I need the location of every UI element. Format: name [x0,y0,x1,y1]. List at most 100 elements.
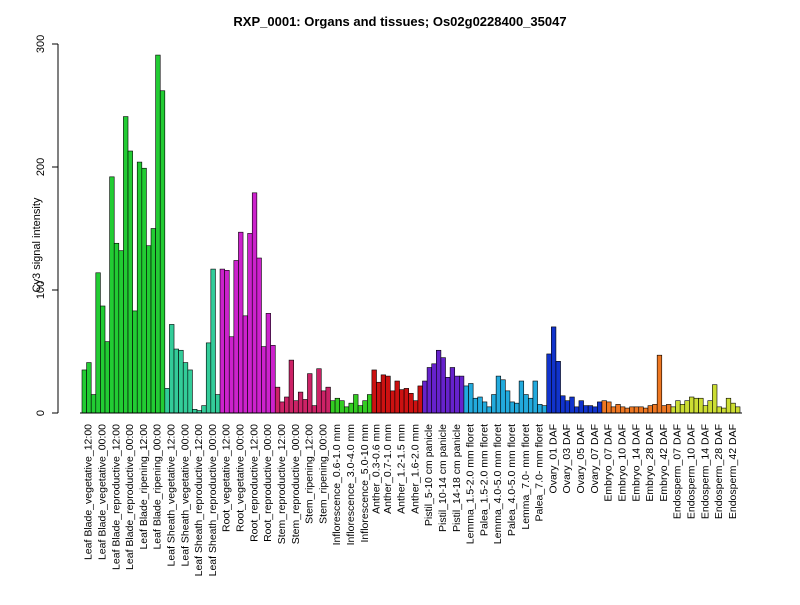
x-tick-label: Stem_ripening_00:00 [317,424,329,524]
bar [698,397,704,414]
bar [721,407,727,414]
bar [633,406,640,414]
bar [693,397,699,414]
bar [219,268,225,414]
bar [288,359,294,414]
bar [320,390,327,414]
bar [601,400,607,414]
bar [136,161,143,414]
bar [242,315,248,414]
x-tick-label: Stem_reproductive_00:00 [290,424,302,544]
bar [684,400,690,414]
bar [592,406,598,414]
bar [610,406,617,414]
bar [164,388,170,414]
x-tick-label: Leaf Blade_reproductive_00:00 [124,424,136,570]
x-tick-label: Endosperm_14 DAF [699,424,711,519]
bar [528,397,534,414]
x-tick-label: Ovary_01 DAF [547,424,559,493]
bar [182,362,189,414]
bar [725,397,732,414]
bar [555,361,561,414]
y-tick-label: 300 [35,35,47,53]
bar [426,367,433,414]
bar [546,353,552,414]
bar [113,242,120,414]
x-tick-label: Anther_1.6-2.0 mm [409,424,421,514]
bar [307,373,313,414]
bar [620,406,626,414]
bar [509,401,515,414]
x-tick-label: Ovary_05 DAF [575,424,587,493]
bar [205,342,212,414]
x-tick-label: Embryo_14 DAF [630,424,642,502]
bar [210,268,216,414]
x-tick-label: Root_vegetative_00:00 [235,424,247,532]
bar [224,270,230,414]
bar [436,349,442,414]
x-tick-label: Lemma_4.0-5.0 mm floret [492,424,504,544]
x-tick-label: Root_reproductive_12:00 [248,424,260,542]
bar [169,324,175,414]
x-tick-label: Stem_ripening_12:00 [304,424,316,524]
bar [247,233,253,414]
x-tick-label: Pistil_5-10 cm panicle [423,424,435,526]
bar [587,405,594,414]
bar [463,385,469,414]
bar [118,250,124,414]
bar [155,54,161,414]
bar [150,228,156,414]
bar [629,406,635,414]
bar [297,391,304,414]
bar [399,389,405,414]
x-tick-label: Embryo_42 DAF [658,424,670,502]
bar [551,326,557,414]
bar [624,407,630,414]
bar [537,404,543,414]
x-tick-label: Leaf Sheath_reproductive_00:00 [207,424,219,577]
bar [491,394,497,414]
bar [366,394,373,414]
bar [486,406,492,414]
bar [449,367,456,414]
y-axis: 0 100 200 300 [35,35,59,416]
bar [233,260,239,414]
bar [574,406,580,414]
bar [468,383,474,414]
x-tick-label: Embryo_28 DAF [644,424,656,502]
x-tick-label: Anther_0.7-1.0 mm [382,424,394,514]
bar [316,368,322,414]
bar [707,400,713,414]
bar [311,405,317,414]
x-tick-label: Leaf Blade_reproductive_12:00 [110,424,122,570]
bar [661,405,667,414]
x-tick-label: Leaf Sheath_vegetative_12:00 [166,424,178,567]
bar [482,401,488,414]
x-tick-label: Leaf Blade_ripening_12:00 [138,424,150,550]
x-tick-label: Leaf Sheath_reproductive_12:00 [193,424,205,577]
bar [178,349,184,414]
bars-group [81,54,741,414]
bar [256,257,262,414]
x-tick-label: Endosperm_42 DAF [727,424,739,519]
bar [440,357,446,414]
bar [477,396,483,414]
bar [201,405,207,414]
bar [403,388,410,414]
bar [564,400,571,414]
bar [702,405,709,414]
bar [330,400,336,414]
bar [412,400,419,414]
bar [500,379,506,414]
x-tick-label: Leaf Blade_vegetative_00:00 [96,424,108,560]
bar [454,375,460,414]
bar [422,380,428,414]
bar [532,380,538,414]
x-tick-label: Inflorescence_5.0-10 mm [359,424,371,543]
bar [518,380,525,414]
bar [293,400,299,414]
x-tick-label: Inflorescence_0.6-1.0 mm [331,424,343,546]
x-tick-label: Ovary_03 DAF [561,424,573,493]
